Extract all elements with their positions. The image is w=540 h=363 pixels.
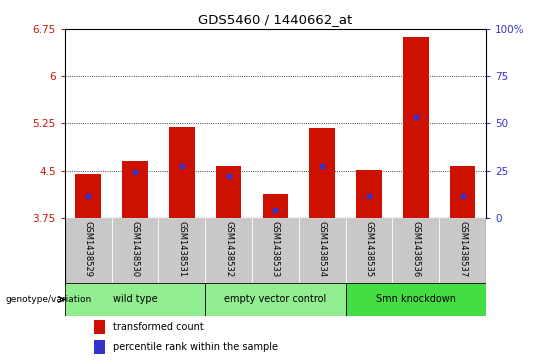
Bar — [403, 37, 429, 218]
Bar — [122, 161, 148, 218]
Bar — [216, 166, 241, 218]
Bar — [112, 218, 158, 283]
Bar — [169, 127, 194, 218]
Bar — [205, 283, 346, 316]
Text: GSM1438529: GSM1438529 — [84, 221, 93, 277]
Text: Smn knockdown: Smn knockdown — [376, 294, 456, 305]
Bar — [299, 218, 346, 283]
Text: percentile rank within the sample: percentile rank within the sample — [113, 342, 278, 352]
Title: GDS5460 / 1440662_at: GDS5460 / 1440662_at — [198, 13, 353, 26]
Text: genotype/variation: genotype/variation — [5, 295, 92, 304]
Text: empty vector control: empty vector control — [224, 294, 327, 305]
Bar — [346, 283, 486, 316]
Bar — [262, 194, 288, 218]
Text: wild type: wild type — [113, 294, 157, 305]
Bar — [158, 218, 205, 283]
Text: GSM1438532: GSM1438532 — [224, 221, 233, 277]
Bar — [75, 174, 101, 218]
Text: GSM1438535: GSM1438535 — [364, 221, 374, 277]
Text: transformed count: transformed count — [113, 322, 204, 332]
Bar — [205, 218, 252, 283]
Bar — [393, 218, 439, 283]
Bar — [356, 170, 382, 218]
Text: GSM1438533: GSM1438533 — [271, 221, 280, 277]
Bar — [309, 128, 335, 218]
Text: GSM1438537: GSM1438537 — [458, 221, 467, 277]
Bar — [439, 218, 486, 283]
Text: GSM1438531: GSM1438531 — [177, 221, 186, 277]
Bar — [65, 218, 112, 283]
Bar — [252, 218, 299, 283]
Bar — [450, 166, 475, 218]
Text: GSM1438534: GSM1438534 — [318, 221, 327, 277]
Bar — [65, 283, 205, 316]
Bar — [94, 340, 105, 354]
Bar — [94, 320, 105, 334]
Text: GSM1438536: GSM1438536 — [411, 221, 420, 277]
Text: GSM1438530: GSM1438530 — [131, 221, 139, 277]
Bar — [346, 218, 393, 283]
